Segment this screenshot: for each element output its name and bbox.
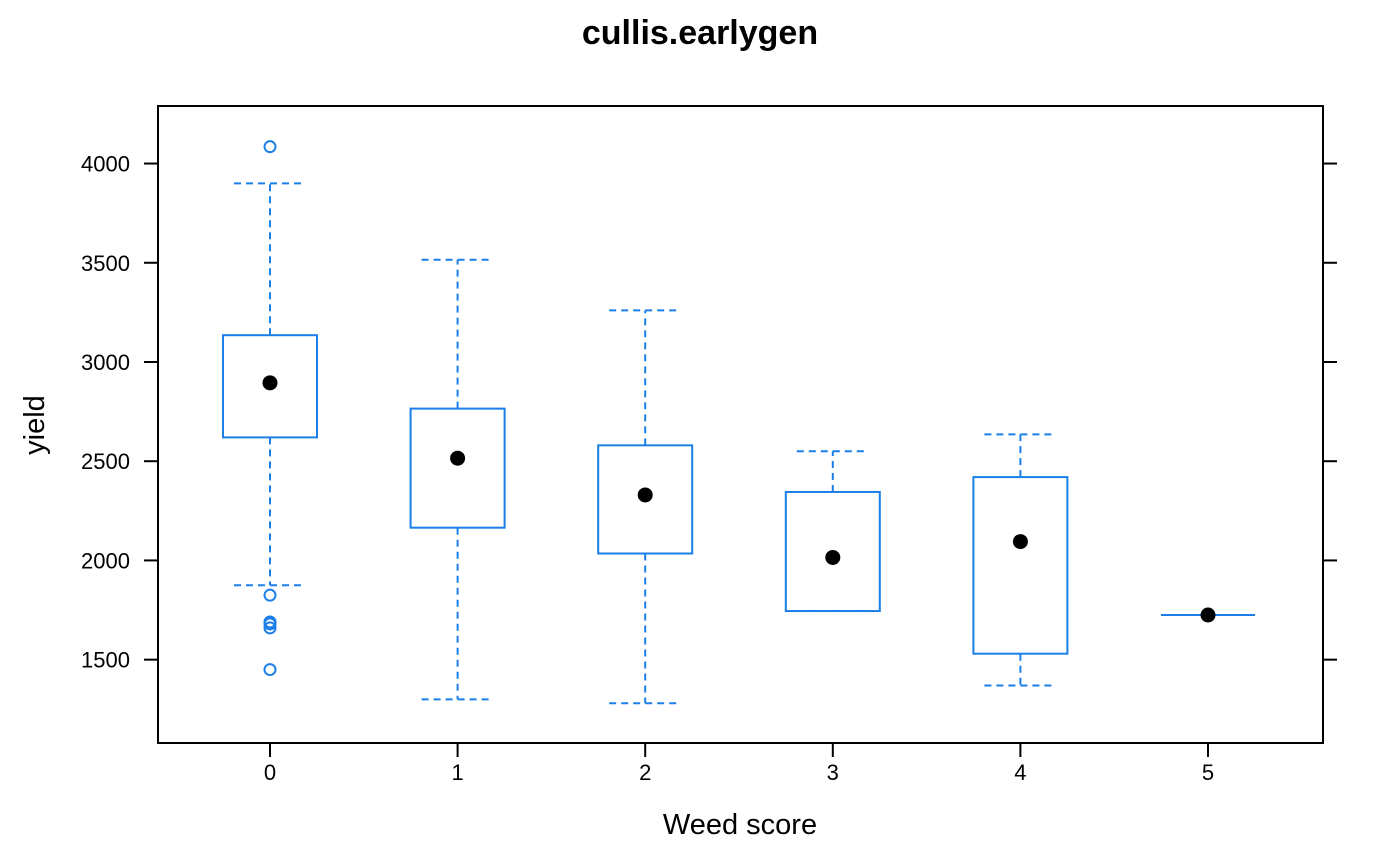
outlier-point (263, 588, 277, 602)
box-group-1 (409, 258, 506, 701)
median-dot (450, 450, 466, 466)
x-tick-label: 4 (1014, 760, 1026, 785)
x-tick-label: 5 (1202, 760, 1214, 785)
y-tick-label: 2500 (81, 449, 130, 474)
y-tick-label: 2000 (81, 548, 130, 573)
box-group-5 (1161, 607, 1255, 623)
box-group-4 (972, 433, 1069, 687)
x-tick-label: 3 (827, 760, 839, 785)
y-tick-label: 1500 (81, 648, 130, 673)
x-tick-label: 1 (451, 760, 463, 785)
chart-title: cullis.earlygen (582, 14, 818, 52)
median-dot (1012, 534, 1028, 550)
y-axis: 1500 2000 2500 3000 3500 4000 (81, 152, 1337, 673)
median-dot (637, 487, 653, 503)
median-dot (1200, 607, 1216, 623)
outlier-point (263, 615, 277, 629)
outlier-point (263, 140, 277, 154)
plot-frame (157, 105, 1324, 744)
y-tick-label: 3000 (81, 350, 130, 375)
x-axis: 0 1 2 3 4 5 (264, 743, 1214, 785)
box-iqr (409, 407, 506, 529)
box-iqr (972, 476, 1069, 655)
y-axis-label: yield (19, 395, 51, 455)
x-tick-label: 2 (639, 760, 651, 785)
y-tick-label: 4000 (81, 152, 130, 177)
box-iqr (784, 490, 881, 613)
box-iqr (222, 334, 318, 439)
y-tick-label: 3500 (81, 251, 130, 276)
x-tick-label: 0 (264, 760, 276, 785)
box-iqr (597, 444, 694, 555)
outlier-point (263, 621, 277, 635)
box-series (222, 140, 1255, 705)
x-axis-label: Weed score (663, 809, 817, 841)
box-group-2 (597, 309, 694, 705)
box-group-0 (222, 140, 318, 677)
outlier-point (263, 663, 277, 677)
median-dot (262, 375, 278, 391)
box-group-3 (784, 450, 881, 613)
median-dot (825, 549, 841, 565)
